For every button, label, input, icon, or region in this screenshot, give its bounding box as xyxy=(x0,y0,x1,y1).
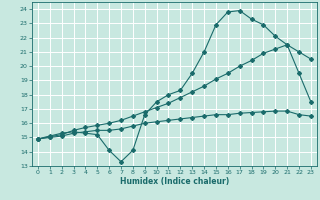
X-axis label: Humidex (Indice chaleur): Humidex (Indice chaleur) xyxy=(120,177,229,186)
